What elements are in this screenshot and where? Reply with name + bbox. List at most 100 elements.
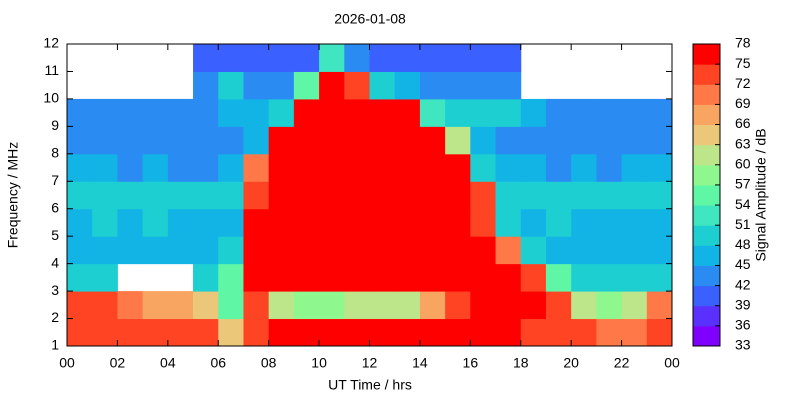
heat-cell — [445, 44, 471, 72]
heat-cell — [621, 98, 648, 127]
heat-cell — [344, 291, 370, 320]
heat-cell — [142, 153, 169, 182]
heat-cell — [193, 236, 219, 265]
heat-cell — [193, 208, 219, 237]
heat-cell — [394, 181, 421, 210]
heat-cell — [142, 208, 169, 237]
heat-cell — [495, 208, 522, 237]
heat-cell — [344, 71, 370, 100]
heat-cell — [445, 263, 471, 292]
heat-cell — [344, 181, 370, 210]
heat-cell — [319, 236, 345, 265]
heat-cell — [167, 291, 194, 320]
heat-cell — [545, 98, 572, 127]
colorbar-tick-label: 69 — [735, 95, 751, 111]
heat-cell — [571, 153, 597, 182]
heat-cell — [419, 291, 446, 320]
heat-cell — [92, 208, 118, 237]
heat-cell — [167, 236, 194, 265]
heat-cell — [142, 98, 169, 127]
heat-cell — [520, 208, 547, 237]
heat-cell — [621, 263, 648, 292]
y-tick-label: 3 — [51, 282, 59, 298]
heat-cell — [218, 318, 244, 347]
colorbar-band — [693, 225, 720, 246]
heat-cell — [571, 236, 597, 265]
heat-cell — [419, 318, 446, 347]
heat-cell — [571, 318, 597, 347]
x-tick-label: 10 — [311, 355, 327, 371]
y-tick-label: 6 — [51, 199, 59, 215]
heat-cell — [419, 236, 446, 265]
y-tick-label: 9 — [51, 117, 59, 133]
heat-cell — [394, 71, 421, 100]
heat-cell — [344, 208, 370, 237]
heat-cell — [243, 263, 270, 292]
heat-cell — [67, 318, 93, 347]
heat-cell — [596, 126, 623, 155]
heat-cell — [92, 291, 118, 320]
x-tick-label: 06 — [210, 355, 226, 371]
heat-cell — [268, 153, 295, 182]
heat-cell — [243, 98, 270, 127]
heat-cell — [545, 263, 572, 292]
heat-cell — [646, 318, 673, 347]
heat-cell — [67, 208, 93, 237]
heat-cell — [621, 153, 648, 182]
heat-cell — [495, 71, 522, 100]
heat-cell — [319, 126, 345, 155]
heat-cell — [470, 291, 497, 320]
colorbar-tick-label: 33 — [735, 337, 751, 353]
colorbar-tick-label: 66 — [735, 115, 751, 131]
colorbar-tick-label: 57 — [735, 176, 751, 192]
heat-cell — [419, 181, 446, 210]
heat-cell — [596, 263, 623, 292]
heat-cell — [545, 153, 572, 182]
colorbar-band — [693, 245, 720, 266]
heat-cell — [394, 236, 421, 265]
heat-cell — [67, 181, 93, 210]
heat-cell — [243, 208, 270, 237]
colorbar-tick-label: 42 — [735, 276, 751, 292]
heat-cell — [142, 291, 169, 320]
heat-cell — [369, 318, 396, 347]
heat-cell — [319, 98, 345, 127]
heat-cell — [319, 44, 345, 72]
heat-cell — [520, 318, 547, 347]
colorbar-tick-label: 39 — [735, 296, 751, 312]
heat-cell — [193, 263, 219, 292]
heat-cell — [445, 208, 471, 237]
heat-cell — [344, 318, 370, 347]
heat-cell — [596, 236, 623, 265]
heat-cell — [92, 126, 118, 155]
x-tick-label: 12 — [362, 355, 378, 371]
colorbar-band — [693, 285, 720, 307]
y-tick-label: 7 — [51, 172, 59, 188]
heat-cell — [596, 291, 623, 320]
y-tick-label: 4 — [51, 254, 59, 270]
heat-cell — [445, 153, 471, 182]
colorbar-label: Signal Amplitude / dB — [753, 128, 769, 261]
heat-cell — [243, 126, 270, 155]
heat-cell — [520, 236, 547, 265]
heat-cell — [167, 181, 194, 210]
heat-cell — [596, 153, 623, 182]
heat-cell — [193, 291, 219, 320]
heat-cell — [293, 153, 320, 182]
heat-cell — [495, 291, 522, 320]
heat-cell — [470, 126, 497, 155]
y-tick-label: 5 — [51, 227, 59, 243]
heat-cell — [167, 126, 194, 155]
heat-cell — [571, 181, 597, 210]
heat-cell — [319, 153, 345, 182]
heat-cell — [621, 318, 648, 347]
colorbar-band — [693, 44, 720, 65]
heat-cell — [419, 71, 446, 100]
heat-cell — [218, 263, 244, 292]
heat-cell — [293, 126, 320, 155]
heat-cell — [545, 291, 572, 320]
heat-cell — [470, 181, 497, 210]
heat-cell — [319, 181, 345, 210]
heat-cell — [369, 153, 396, 182]
